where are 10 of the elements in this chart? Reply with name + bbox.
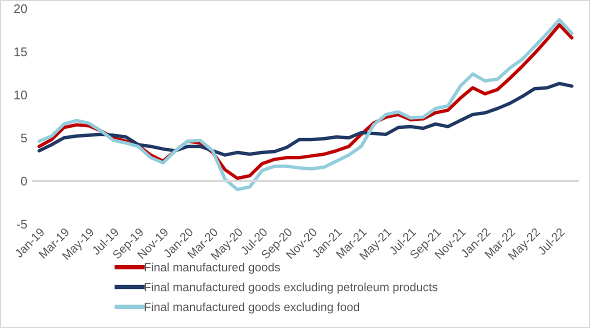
y-tick-label: 0: [20, 176, 27, 186]
y-tick-label: -5: [16, 220, 27, 229]
y-tick-label: 20: [14, 4, 27, 14]
y-tick-label: 10: [14, 90, 27, 100]
legend-label: Final manufactured goods: [144, 262, 280, 274]
y-tick-label: 5: [20, 134, 27, 142]
y-tick-label: 15: [14, 48, 27, 56]
legend-label: Final manufactured goods excluding petroleum products: [144, 282, 438, 294]
line-series: [38, 82, 574, 157]
legend-label: Final manufactured goods excluding food: [144, 302, 360, 314]
